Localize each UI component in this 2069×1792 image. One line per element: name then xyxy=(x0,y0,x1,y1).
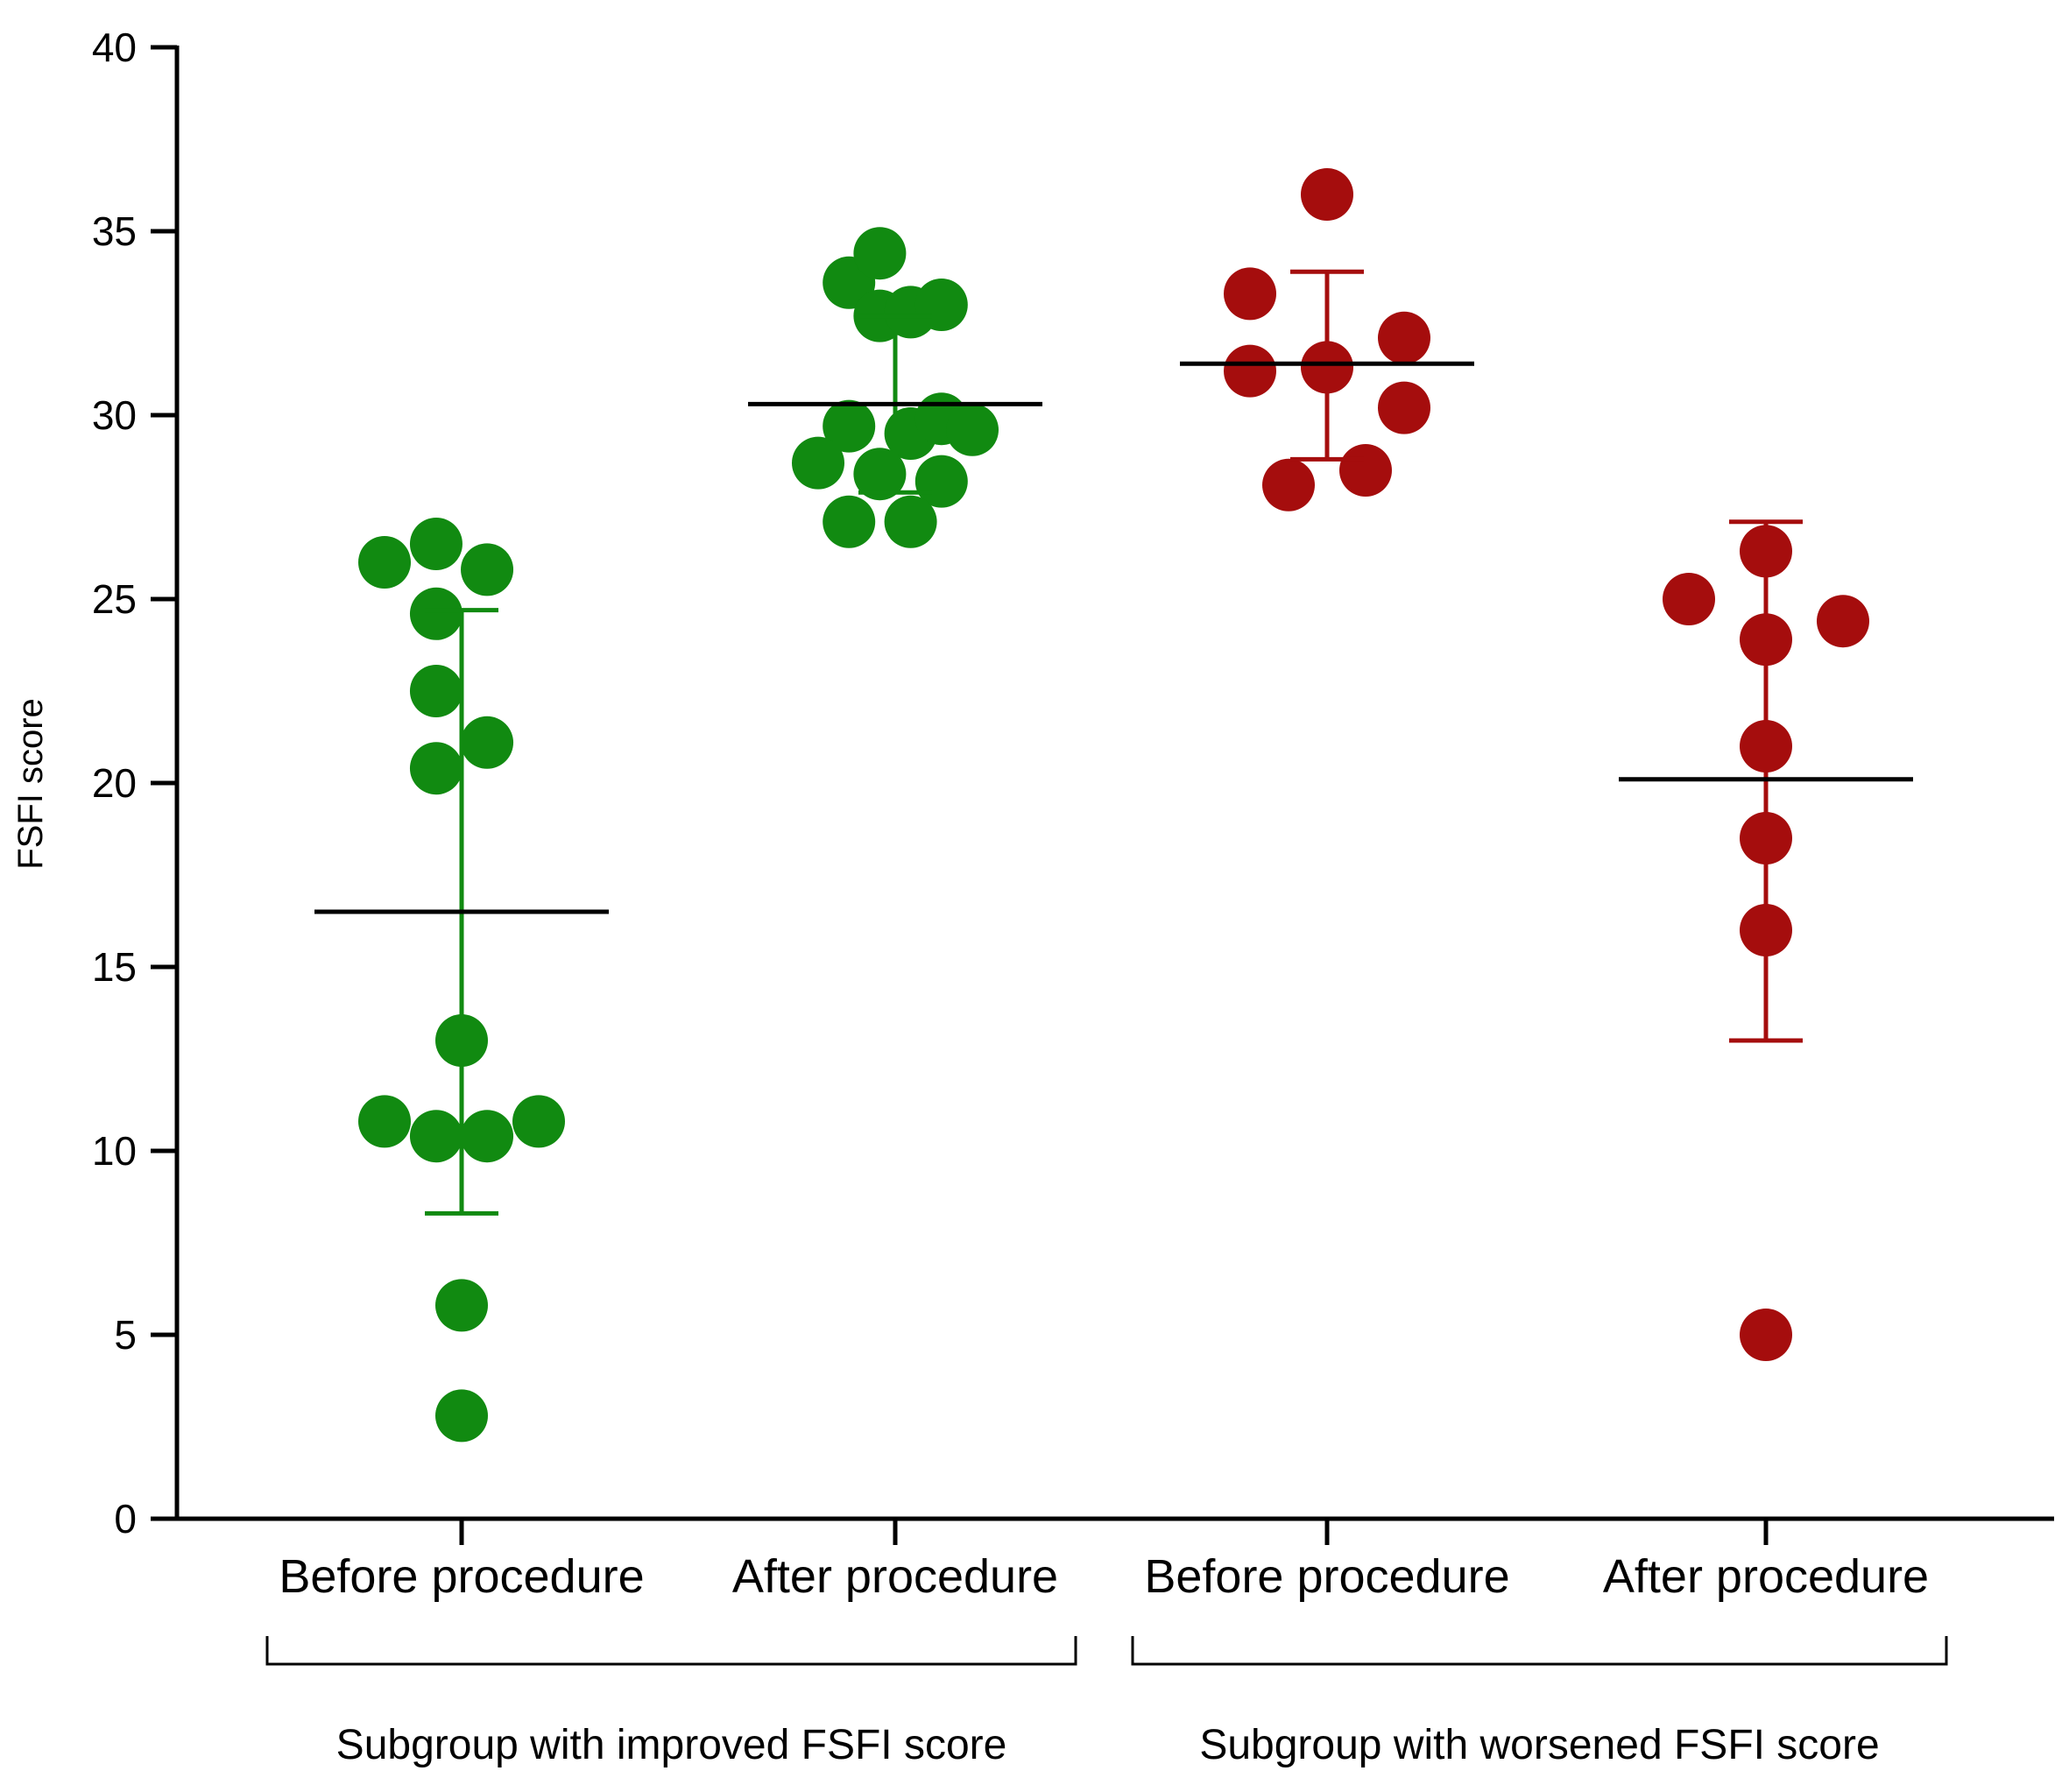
data-point xyxy=(1224,344,1276,398)
x-category-label: Before procedure xyxy=(1144,1550,1509,1603)
y-axis-title: FSFI score xyxy=(11,698,50,870)
data-point xyxy=(1378,381,1430,434)
data-point xyxy=(461,543,514,596)
y-axis: 0 5 10 15 20 25 30 35 40 xyxy=(92,25,180,1542)
group-bracket xyxy=(1131,1636,1948,1666)
data-point xyxy=(792,436,844,490)
y-tick-label: 25 xyxy=(92,576,137,622)
data-point xyxy=(1817,595,1869,648)
data-point xyxy=(409,587,463,640)
data-point xyxy=(914,279,968,331)
data-point xyxy=(512,1095,565,1148)
data-point xyxy=(461,1110,514,1163)
data-point xyxy=(358,1095,411,1148)
data-point xyxy=(946,403,999,456)
group-label: Subgroup with improved FSFI score xyxy=(336,1722,1007,1768)
y-tick-label: 0 xyxy=(114,1496,137,1542)
data-point xyxy=(1224,267,1276,321)
data-point xyxy=(853,227,907,280)
group-brackets: Subgroup with improved FSFI score Subgrou… xyxy=(265,1636,1948,1768)
data-point xyxy=(853,448,907,501)
y-tick-label: 30 xyxy=(92,392,137,438)
data-point xyxy=(1301,168,1353,221)
y-tick-label: 40 xyxy=(92,25,137,70)
data-point xyxy=(409,742,463,795)
data-point xyxy=(435,1389,488,1443)
data-point xyxy=(884,495,937,548)
y-tick-label: 35 xyxy=(92,208,137,254)
series-group xyxy=(314,518,609,1443)
y-tick-label: 5 xyxy=(114,1312,137,1358)
data-point xyxy=(823,399,876,453)
data-point xyxy=(1663,573,1715,625)
data-point xyxy=(1339,444,1392,497)
data-point xyxy=(358,536,411,589)
y-tick-label: 20 xyxy=(92,760,137,806)
data-point xyxy=(1262,458,1315,511)
data-point xyxy=(409,1110,463,1163)
data-point xyxy=(1378,311,1430,364)
x-category-label: After procedure xyxy=(1603,1550,1929,1603)
data-series xyxy=(314,168,1913,1443)
data-point xyxy=(409,518,463,570)
data-point xyxy=(1740,1309,1792,1361)
data-point xyxy=(461,716,514,769)
y-tick-label: 10 xyxy=(92,1128,137,1174)
series-group xyxy=(1180,168,1474,511)
data-point xyxy=(409,665,463,717)
series-group xyxy=(1619,519,1913,1361)
group-label: Subgroup with worsened FSFI score xyxy=(1199,1722,1879,1768)
y-tick-label: 15 xyxy=(92,944,137,990)
x-category-label: Before procedure xyxy=(279,1550,644,1603)
series-group xyxy=(748,227,1042,548)
data-point xyxy=(435,1279,488,1332)
x-axis: Before procedure After procedure Before pr… xyxy=(175,1516,2054,1603)
group-bracket xyxy=(265,1636,1077,1666)
x-category-label: After procedure xyxy=(732,1550,1058,1603)
data-point xyxy=(823,495,876,548)
